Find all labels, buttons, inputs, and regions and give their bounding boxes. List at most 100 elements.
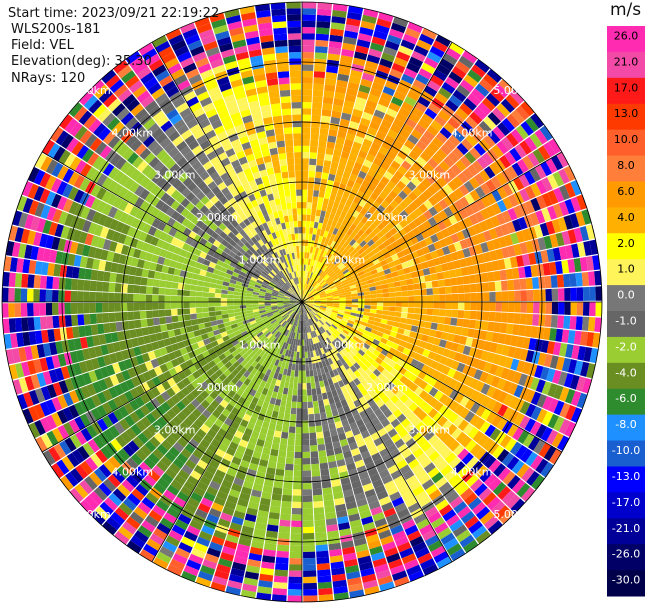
velocity-gate <box>345 304 352 308</box>
velocity-gate <box>74 402 85 416</box>
velocity-gate <box>326 231 333 240</box>
velocity-gate <box>452 524 468 538</box>
velocity-gate <box>281 431 289 439</box>
velocity-gate <box>265 368 272 377</box>
velocity-gate <box>453 461 466 474</box>
velocity-gate <box>336 458 346 467</box>
velocity-gate <box>361 264 369 271</box>
velocity-gate <box>294 306 299 313</box>
velocity-gate <box>529 133 543 148</box>
velocity-gate <box>491 401 503 414</box>
velocity-gate <box>483 134 496 148</box>
velocity-gate <box>538 276 546 289</box>
velocity-gate <box>567 330 576 344</box>
velocity-gate <box>369 545 384 556</box>
velocity-gate <box>316 321 322 328</box>
velocity-gate <box>336 352 343 360</box>
velocity-gate <box>427 80 441 92</box>
velocity-gate <box>218 342 227 349</box>
velocity-gate <box>327 536 341 545</box>
velocity-gate <box>315 531 327 540</box>
velocity-gate <box>489 302 496 312</box>
velocity-gate <box>121 349 130 360</box>
velocity-gate <box>181 377 191 387</box>
velocity-gate <box>166 564 183 577</box>
velocity-gate <box>360 477 372 487</box>
velocity-gate <box>139 285 147 294</box>
velocity-gate <box>155 188 166 200</box>
velocity-gate <box>207 428 217 439</box>
velocity-gate <box>408 296 415 302</box>
velocity-gate <box>116 263 125 274</box>
velocity-gate <box>325 292 333 296</box>
velocity-gate <box>172 415 183 426</box>
velocity-gate <box>511 162 524 177</box>
velocity-gate <box>407 502 421 514</box>
velocity-gate <box>307 271 310 278</box>
velocity-gate <box>423 210 433 220</box>
velocity-gate <box>475 405 487 417</box>
velocity-gate <box>382 453 393 464</box>
velocity-gate <box>392 276 400 283</box>
velocity-gate <box>153 528 168 541</box>
velocity-gate <box>408 350 417 359</box>
velocity-gate <box>271 294 278 297</box>
velocity-gate <box>519 348 529 361</box>
velocity-gate <box>316 241 322 249</box>
velocity-gate <box>204 321 212 328</box>
velocity-gate <box>345 324 353 330</box>
velocity-gate <box>172 220 182 231</box>
velocity-gate <box>410 344 419 353</box>
velocity-gate <box>153 271 162 280</box>
velocity-gate <box>374 317 382 323</box>
velocity-gate <box>499 322 508 334</box>
velocity-gate <box>284 381 290 389</box>
velocity-gate <box>398 366 407 376</box>
velocity-gate <box>324 266 330 273</box>
velocity-gate <box>420 151 432 163</box>
velocity-gate <box>410 129 423 140</box>
velocity-gate <box>367 346 376 354</box>
velocity-gate <box>353 102 365 112</box>
velocity-gate <box>547 174 559 190</box>
velocity-gate <box>460 487 474 501</box>
velocity-gate <box>330 116 341 125</box>
velocity-gate <box>309 432 317 440</box>
velocity-gate <box>71 449 85 464</box>
velocity-gate <box>567 359 578 374</box>
velocity-gate <box>468 319 477 329</box>
velocity-gate <box>462 247 471 258</box>
velocity-gate <box>275 563 289 571</box>
velocity-gate <box>310 451 319 458</box>
velocity-gate <box>485 411 497 424</box>
velocity-gate <box>40 386 52 401</box>
velocity-gate <box>551 288 559 301</box>
velocity-gate <box>398 107 411 118</box>
velocity-gate <box>11 242 21 258</box>
velocity-gate <box>419 523 434 536</box>
velocity-gate <box>280 437 288 445</box>
velocity-gate <box>258 264 265 271</box>
velocity-gate <box>519 242 528 255</box>
velocity-gate <box>240 419 249 428</box>
velocity-gate <box>349 238 357 247</box>
velocity-gate <box>555 328 564 342</box>
velocity-gate <box>253 286 261 291</box>
velocity-gate <box>110 438 123 452</box>
velocity-gate <box>575 376 586 392</box>
velocity-gate <box>288 432 296 440</box>
velocity-gate <box>292 357 297 365</box>
velocity-gate <box>97 213 108 226</box>
velocity-gate <box>159 517 174 530</box>
velocity-gate <box>355 282 363 288</box>
velocity-gate <box>443 537 459 551</box>
velocity-gate <box>133 311 141 320</box>
velocity-gate <box>349 231 357 239</box>
velocity-gate <box>333 278 340 284</box>
velocity-gate <box>355 254 363 262</box>
velocity-gate <box>362 579 379 590</box>
velocity-gate <box>506 165 518 180</box>
velocity-gate <box>152 279 160 287</box>
velocity-gate <box>304 239 309 247</box>
velocity-gate <box>189 259 197 268</box>
